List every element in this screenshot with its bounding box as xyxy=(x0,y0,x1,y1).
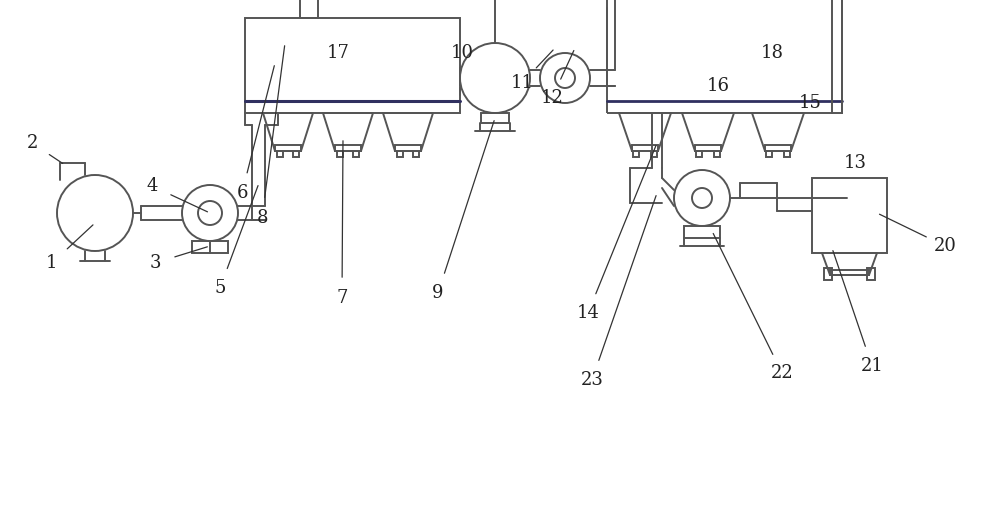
Bar xyxy=(696,151,702,157)
Text: 21: 21 xyxy=(861,357,883,375)
Bar xyxy=(695,145,721,151)
Text: 10: 10 xyxy=(450,44,474,62)
Text: 15: 15 xyxy=(799,94,821,112)
Bar xyxy=(766,151,772,157)
Bar xyxy=(824,268,832,280)
Bar xyxy=(245,18,460,113)
Bar xyxy=(607,0,842,113)
Bar xyxy=(812,178,887,253)
Bar xyxy=(293,151,299,157)
Bar xyxy=(397,151,403,157)
Bar xyxy=(633,151,639,157)
Bar xyxy=(481,113,509,123)
Bar xyxy=(684,226,720,238)
Bar xyxy=(765,145,791,151)
Bar xyxy=(275,145,301,151)
Text: 9: 9 xyxy=(432,284,444,302)
Bar xyxy=(413,151,419,157)
Bar xyxy=(335,145,361,151)
Bar xyxy=(784,151,790,157)
Text: 17: 17 xyxy=(327,44,349,62)
Text: 6: 6 xyxy=(236,184,248,202)
Text: 7: 7 xyxy=(336,289,348,307)
Text: 1: 1 xyxy=(46,254,58,272)
Bar xyxy=(395,145,421,151)
Bar xyxy=(300,0,318,18)
Text: 12: 12 xyxy=(541,89,563,107)
Bar xyxy=(830,270,869,275)
Bar xyxy=(651,151,657,157)
Text: 22: 22 xyxy=(771,364,793,382)
Text: 8: 8 xyxy=(256,209,268,227)
Text: 5: 5 xyxy=(214,279,226,297)
Bar xyxy=(277,151,283,157)
Bar xyxy=(714,151,720,157)
Text: 4: 4 xyxy=(146,177,158,195)
Text: 18: 18 xyxy=(761,44,784,62)
Bar xyxy=(632,145,658,151)
Text: 13: 13 xyxy=(844,154,867,172)
Bar xyxy=(192,241,228,253)
Text: 16: 16 xyxy=(706,77,730,95)
Bar xyxy=(867,268,875,280)
Bar xyxy=(353,151,359,157)
Text: 2: 2 xyxy=(26,134,38,152)
Text: 23: 23 xyxy=(581,371,603,389)
Text: 20: 20 xyxy=(934,237,956,255)
Text: 3: 3 xyxy=(149,254,161,272)
Text: 14: 14 xyxy=(577,304,599,322)
Bar xyxy=(337,151,343,157)
Text: 11: 11 xyxy=(511,74,534,92)
